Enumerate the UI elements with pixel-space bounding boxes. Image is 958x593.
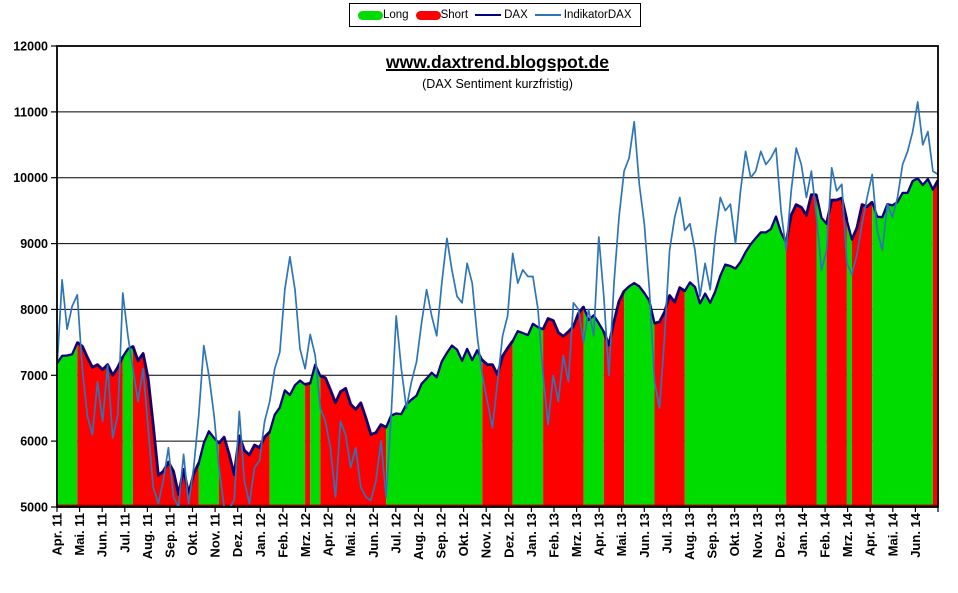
svg-text:7000: 7000 xyxy=(20,369,48,383)
svg-text:5000: 5000 xyxy=(20,501,48,515)
svg-text:Okt. 11: Okt. 11 xyxy=(185,513,200,556)
svg-text:Jul. 11: Jul. 11 xyxy=(117,513,132,553)
legend-label-long: Long xyxy=(383,9,409,21)
legend-label-dax: DAX xyxy=(504,9,528,21)
svg-text:Nov. 12: Nov. 12 xyxy=(479,513,494,558)
svg-text:Jul. 12: Jul. 12 xyxy=(388,513,403,553)
legend-label-indikatordax: IndikatorDAX xyxy=(563,9,632,21)
svg-text:Jan. 12: Jan. 12 xyxy=(253,513,268,557)
legend-item-long: Long xyxy=(358,9,409,21)
svg-text:Mrz. 12: Mrz. 12 xyxy=(298,513,313,557)
sentiment-areas xyxy=(57,178,938,507)
svg-text:Apr. 12: Apr. 12 xyxy=(321,513,336,556)
svg-text:Mai. 13: Mai. 13 xyxy=(614,513,629,556)
svg-text:Aug. 13: Aug. 13 xyxy=(682,513,697,560)
svg-text:Jun. 12: Jun. 12 xyxy=(366,513,381,558)
indikator-line xyxy=(57,101,938,507)
svg-text:Okt. 13: Okt. 13 xyxy=(727,513,742,556)
svg-text:Jan. 14: Jan. 14 xyxy=(795,512,810,557)
plot-border xyxy=(56,45,939,508)
svg-text:10000: 10000 xyxy=(13,171,48,185)
legend-label-short: Short xyxy=(440,9,469,21)
svg-text:Feb. 13: Feb. 13 xyxy=(547,513,562,558)
svg-text:Okt. 12: Okt. 12 xyxy=(456,513,471,556)
svg-text:Sep. 11: Sep. 11 xyxy=(162,513,177,558)
svg-text:6000: 6000 xyxy=(20,435,48,449)
svg-text:Apr. 13: Apr. 13 xyxy=(592,513,607,556)
svg-text:Mrz. 13: Mrz. 13 xyxy=(569,513,584,557)
svg-text:Sep. 12: Sep. 12 xyxy=(434,513,449,559)
dax-line-swatch xyxy=(475,13,502,17)
chart-subtitle: (DAX Sentiment kurzfristig) xyxy=(422,77,573,91)
svg-text:9000: 9000 xyxy=(20,237,48,251)
svg-text:Jun. 11: Jun. 11 xyxy=(95,513,110,557)
svg-text:Nov. 11: Nov. 11 xyxy=(208,513,223,558)
y-axis-labels: 5000 6000 7000 8000 9000 10000 11000 12000 xyxy=(13,40,57,515)
indikatordax-line-swatch xyxy=(534,13,561,17)
x-axis-labels: Apr. 11 Mai. 11 Jun. 11 Jul. 11 Aug. 11 Sep. … xyxy=(50,507,939,560)
svg-text:Feb. 14: Feb. 14 xyxy=(818,512,833,558)
svg-text:Dez. 13: Dez. 13 xyxy=(772,513,787,558)
svg-text:Dez. 12: Dez. 12 xyxy=(501,513,516,558)
short-swatch xyxy=(415,10,441,20)
svg-text:Jun. 13: Jun. 13 xyxy=(637,513,652,558)
svg-text:Jan. 13: Jan. 13 xyxy=(524,513,539,557)
svg-text:Jun. 14: Jun. 14 xyxy=(908,512,923,558)
chart-legend: Long Short DAX IndikatorDAX xyxy=(349,3,641,27)
svg-text:Feb. 12: Feb. 12 xyxy=(275,513,290,558)
legend-item-indikatordax: IndikatorDAX xyxy=(534,9,632,21)
svg-text:Mai. 14: Mai. 14 xyxy=(885,512,900,556)
svg-text:Mai. 11: Mai. 11 xyxy=(72,513,87,556)
svg-text:Dez. 11: Dez. 11 xyxy=(230,513,245,557)
svg-text:Mai. 12: Mai. 12 xyxy=(343,513,358,556)
svg-text:Jul. 13: Jul. 13 xyxy=(659,513,674,553)
svg-text:Aug. 11: Aug. 11 xyxy=(140,513,155,559)
svg-text:12000: 12000 xyxy=(13,40,48,54)
svg-text:Aug. 12: Aug. 12 xyxy=(411,513,426,560)
svg-text:8000: 8000 xyxy=(20,303,48,317)
svg-text:Nov. 13: Nov. 13 xyxy=(750,513,765,558)
svg-text:Apr. 11: Apr. 11 xyxy=(50,513,65,556)
long-swatch xyxy=(358,10,383,20)
svg-text:Mrz. 14: Mrz. 14 xyxy=(840,512,855,557)
legend-item-dax: DAX xyxy=(475,9,528,21)
svg-text:Sep. 13: Sep. 13 xyxy=(705,513,720,559)
legend-item-short: Short xyxy=(415,9,469,21)
svg-text:Apr. 14: Apr. 14 xyxy=(863,512,878,556)
svg-text:11000: 11000 xyxy=(14,105,48,119)
chart-title: www.daxtrend.blogspot.de xyxy=(386,52,609,72)
